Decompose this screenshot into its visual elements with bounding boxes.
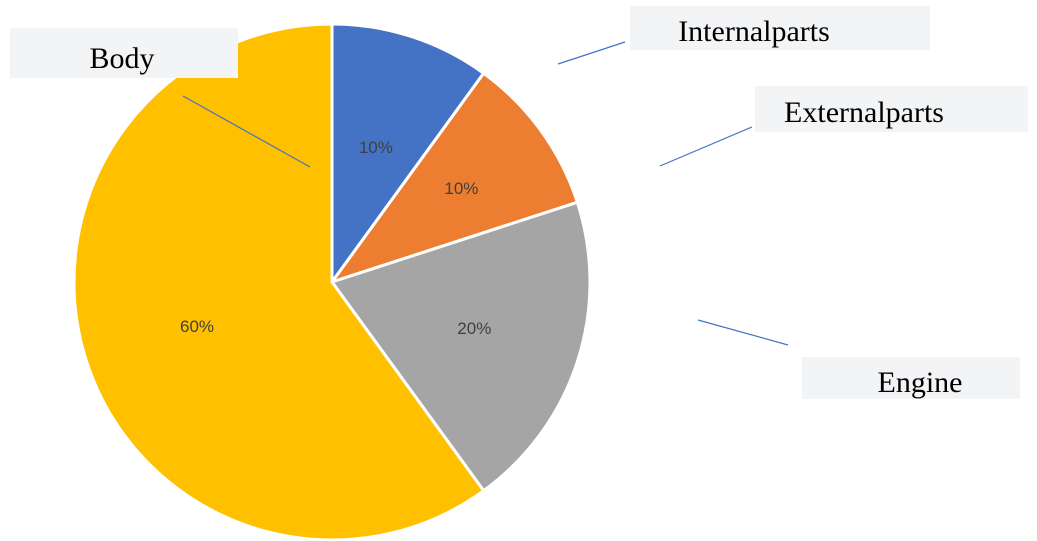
- pie-slice-externalparts: [328, 71, 580, 285]
- callout-label-body: Body: [89, 42, 154, 75]
- callout-label-internalparts: Internalparts: [678, 15, 830, 48]
- leader-line-body: [182, 95, 311, 168]
- percent-label-engine: 20%: [457, 319, 491, 338]
- leader-line-externalparts: [659, 126, 753, 167]
- callout-label-externalparts: Externalparts: [784, 96, 944, 129]
- category-callouts: Internalparts Externalparts Engine Body: [10, 6, 1028, 399]
- callout-box-body: [10, 28, 238, 78]
- percent-label-body: 60%: [180, 317, 214, 336]
- leader-line-internalparts: [557, 41, 626, 65]
- callout-box-engine: [802, 357, 1020, 399]
- callout-label-engine: Engine: [878, 366, 963, 399]
- callout-box-internalparts: [630, 6, 930, 50]
- percent-label-externalparts: 10%: [444, 179, 478, 198]
- percent-label-internalparts: 10%: [359, 138, 393, 157]
- pie-slices: [72, 22, 592, 541]
- pie-slice-internalparts: [330, 22, 486, 287]
- percent-labels: 10% 10% 20% 60%: [180, 138, 491, 338]
- callout-box-externalparts: [755, 86, 1028, 132]
- leader-lines: [182, 41, 789, 346]
- leader-line-engine: [697, 319, 789, 346]
- pie-slice-engine: [329, 200, 592, 493]
